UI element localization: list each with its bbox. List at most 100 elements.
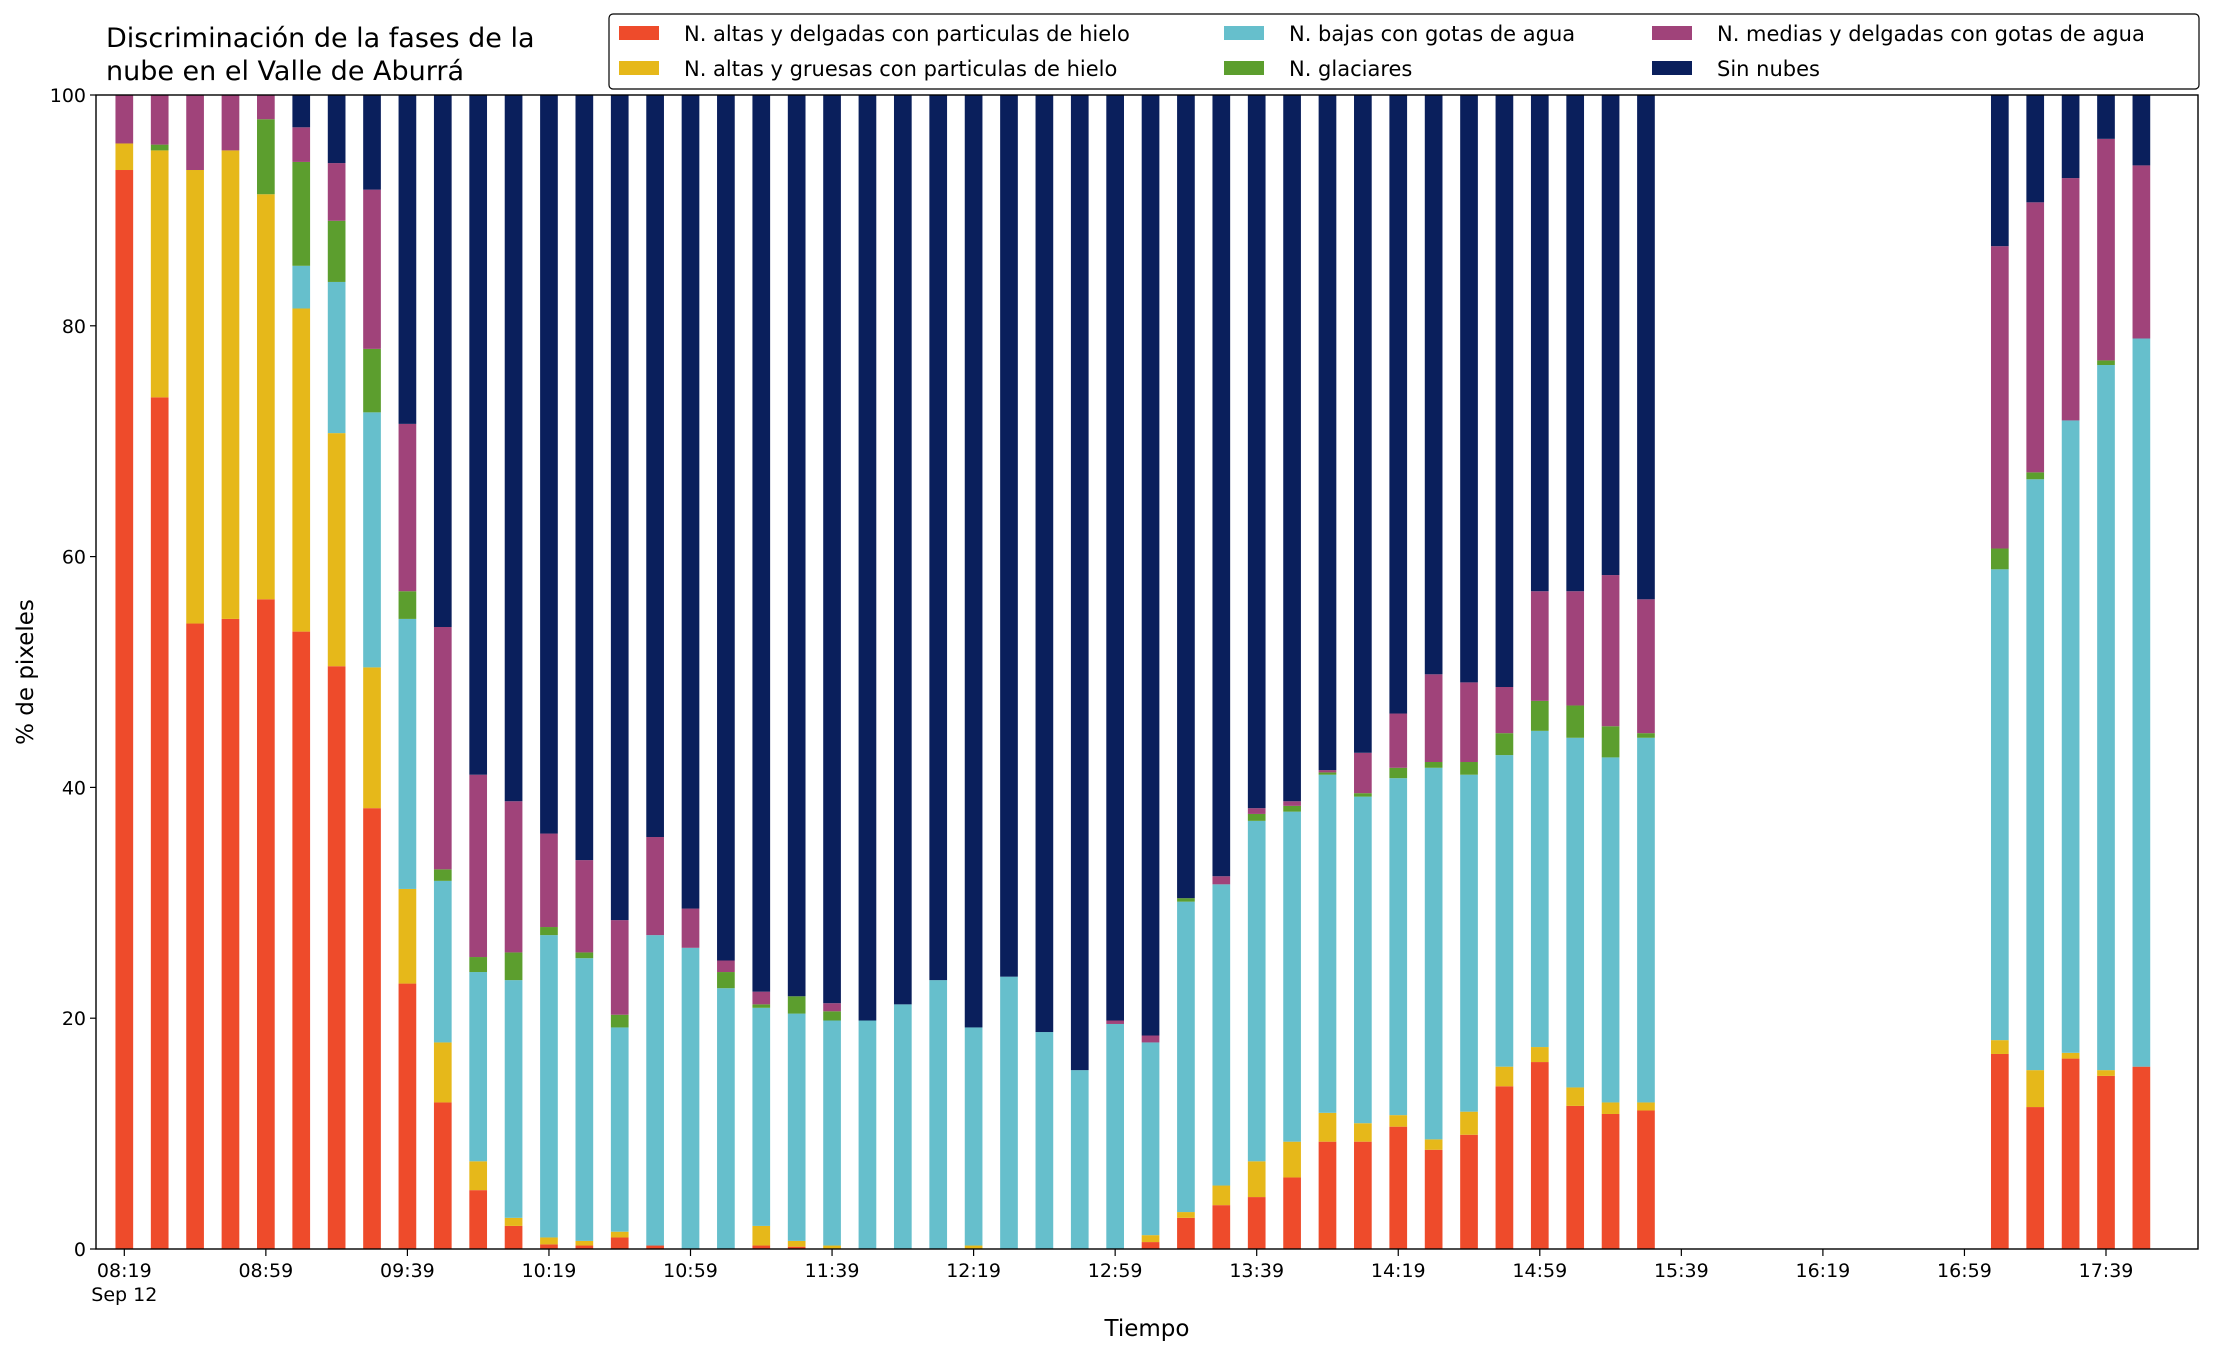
bar-segment — [575, 952, 594, 959]
bar-segment — [1247, 95, 1266, 809]
bar-segment — [1354, 752, 1372, 794]
bar-segment — [2061, 95, 2080, 179]
bar-segment — [1460, 1134, 1478, 1249]
bar-segment — [2026, 1070, 2045, 1108]
x-tick-label: 17:39 — [2079, 1260, 2134, 1282]
bar-segment — [823, 95, 841, 1004]
bar-segment — [1389, 95, 1408, 714]
bar-segment — [1424, 95, 1443, 675]
bar-segment — [2132, 165, 2151, 339]
bar-segment — [1106, 1020, 1124, 1024]
x-tick-label: 10:59 — [663, 1260, 718, 1282]
x-tick-label: 13:39 — [1229, 1260, 1284, 1282]
bar-segment — [1212, 884, 1231, 1186]
bar-segment — [1070, 1070, 1089, 1249]
bar-segment — [1601, 575, 1620, 727]
bar-segment — [327, 220, 346, 282]
bar-segment — [150, 144, 169, 151]
bar-segment — [1389, 778, 1408, 1116]
bar-segment — [646, 95, 664, 838]
bar-segment — [1460, 774, 1478, 1112]
bar-segment — [2132, 1066, 2151, 1249]
bar-segment — [1424, 767, 1443, 1140]
bar-segment — [1318, 772, 1337, 775]
bar-segment — [2132, 338, 2151, 1067]
bar-segment — [1318, 95, 1337, 771]
legend-swatch — [1652, 26, 1692, 40]
bar-segment — [257, 95, 275, 120]
bar-segment — [1141, 1035, 1160, 1043]
bar-segment — [1530, 730, 1549, 1048]
bar-segment — [2026, 479, 2045, 1071]
bar-segment — [115, 95, 134, 144]
y-tick-label: 20 — [62, 1008, 86, 1030]
bar-segment — [1141, 95, 1160, 1036]
bar-segment — [1177, 898, 1195, 902]
bar-segment — [1990, 95, 2009, 247]
bar-segment — [1495, 1066, 1514, 1087]
bar-segment — [1247, 1197, 1266, 1249]
bar-segment — [717, 988, 735, 1249]
bar-segment — [292, 127, 311, 162]
bar-segment — [540, 1237, 558, 1245]
bar-segment — [1283, 1141, 1301, 1178]
bar-segment — [1389, 713, 1408, 768]
bar-segment — [257, 194, 275, 600]
bar-segment — [858, 95, 877, 1021]
bar-segment — [2097, 360, 2115, 366]
bar-segment — [2097, 95, 2115, 139]
bar-segment — [929, 95, 948, 981]
bar-segment — [2061, 1058, 2080, 1249]
bar-segment — [1141, 1235, 1160, 1243]
bar-segment — [1212, 95, 1231, 877]
bar-segment — [787, 1240, 806, 1247]
bar-segment — [433, 869, 452, 881]
bar-segment — [115, 143, 134, 171]
bar-segment — [2061, 1052, 2080, 1059]
plot-frame — [95, 94, 2199, 1250]
bar-segment — [610, 920, 629, 1015]
legend-swatch — [619, 61, 659, 75]
bar-segment — [646, 935, 664, 1246]
x-tick-label: 09:39 — [380, 1260, 435, 1282]
bar-segment — [1141, 1042, 1160, 1236]
legend-swatch — [1224, 61, 1264, 75]
bar-segment — [1566, 737, 1585, 1088]
bar-segment — [1424, 1139, 1443, 1150]
x-tick-label: 12:19 — [946, 1260, 1001, 1282]
bar-segment — [2097, 138, 2115, 361]
bar-segment — [1424, 1149, 1443, 1249]
bar-segment — [327, 433, 346, 667]
x-date-label: Sep 12 — [91, 1284, 157, 1306]
bar-segment — [1566, 591, 1585, 706]
bar-segment — [1283, 95, 1301, 802]
bar-segment — [610, 1231, 629, 1238]
bar-segment — [1530, 1062, 1549, 1249]
bar-segment — [1212, 876, 1231, 885]
bar-segment — [1035, 1032, 1054, 1249]
bar-segment — [1601, 726, 1620, 758]
bar-segment — [1106, 95, 1124, 1021]
bar-segment — [1212, 1205, 1231, 1249]
bar-segment — [1637, 95, 1655, 600]
bar-segment — [1460, 682, 1478, 763]
bar-segment — [681, 908, 700, 948]
bar-segment — [929, 980, 948, 1249]
bar-segment — [363, 348, 381, 413]
legend-label: Sin nubes — [1717, 57, 1820, 81]
bar-segment — [1990, 548, 2009, 570]
bar-segment — [398, 95, 417, 424]
bar-segment — [575, 860, 594, 953]
bar-segment — [717, 972, 735, 989]
bar-segment — [363, 189, 381, 349]
y-tick-label: 0 — [74, 1239, 86, 1261]
bar-segment — [1566, 1105, 1585, 1249]
bar-segment — [2026, 95, 2045, 203]
bar-segment — [398, 423, 417, 592]
bar-segment — [823, 1020, 841, 1246]
bar-segment — [363, 95, 381, 190]
y-tick-label: 60 — [62, 547, 86, 569]
bar-segment — [504, 1225, 523, 1249]
bar-segment — [1990, 246, 2009, 549]
